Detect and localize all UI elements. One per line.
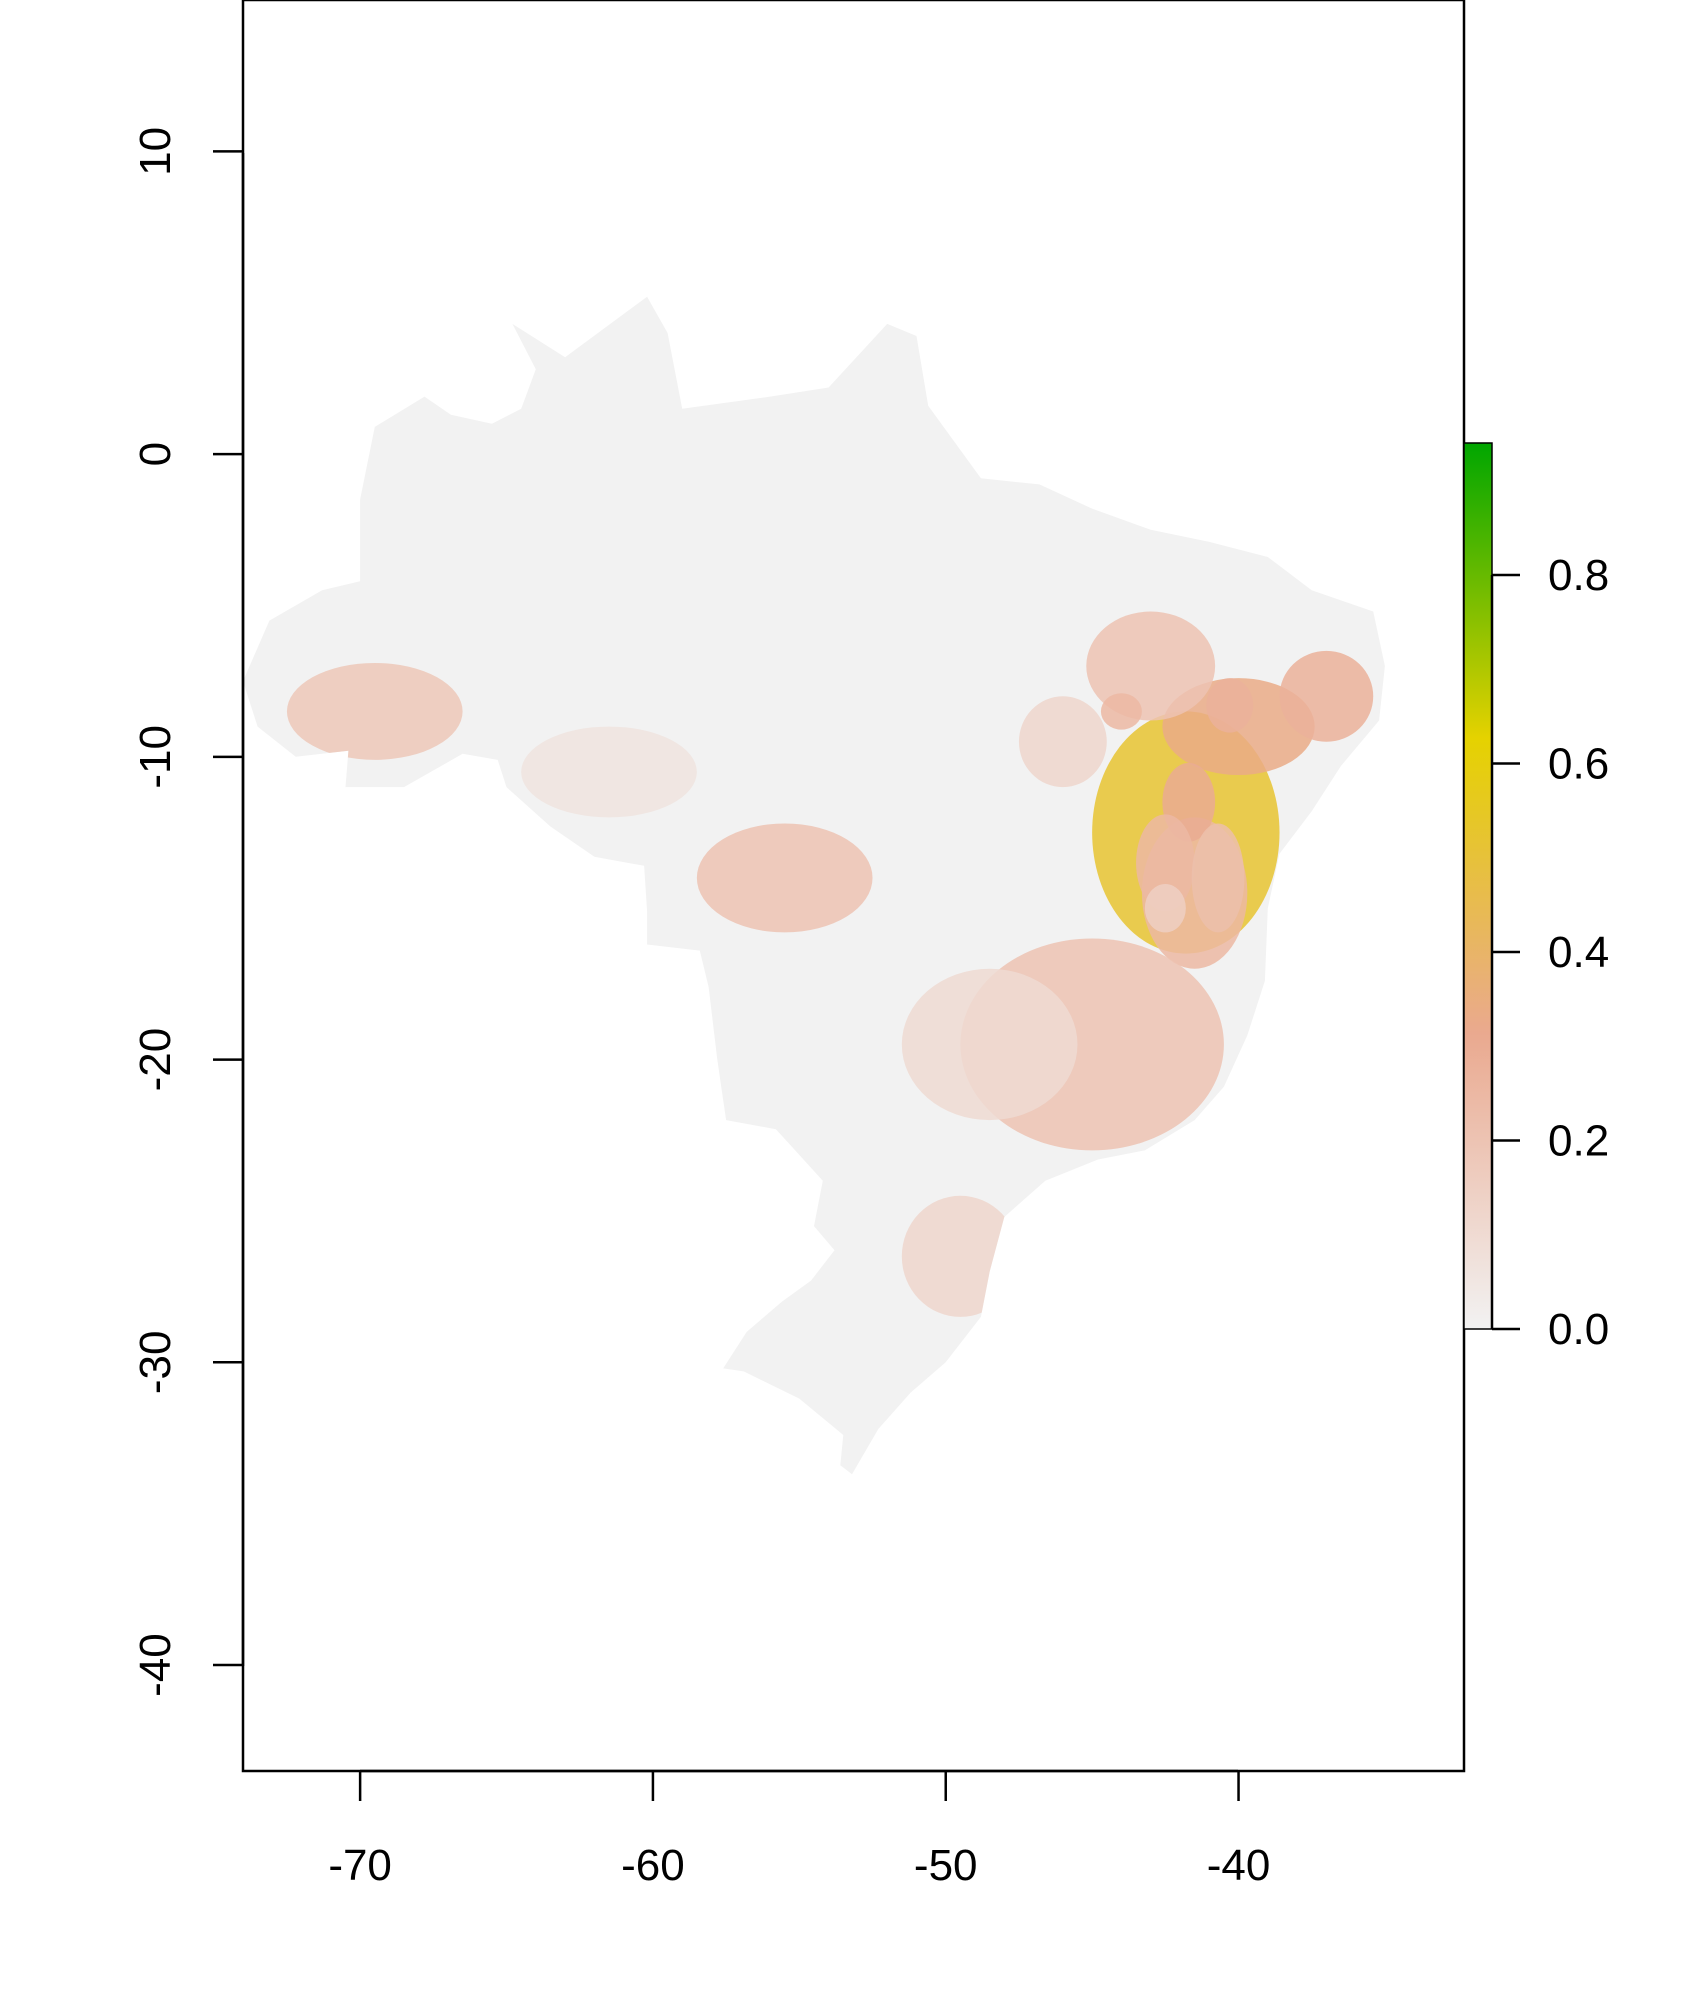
plot-area (241, 0, 1466, 1773)
suitability-hotspot (1136, 814, 1195, 912)
y-tick-label: -10 (131, 725, 180, 789)
y-tick-label: 0 (131, 442, 180, 466)
x-tick-label: -60 (621, 1841, 685, 1890)
colorbar-gradient (1463, 442, 1493, 1330)
suitability-hotspot (696, 823, 873, 933)
suitability-hotspot (1100, 693, 1142, 730)
y-tick-label: -30 (131, 1331, 180, 1395)
suitability-hotspot (1206, 678, 1254, 733)
y-tick-label: -40 (131, 1633, 180, 1697)
suitability-hotspots (286, 611, 1374, 1317)
suitability-hotspot (1279, 650, 1374, 742)
x-tick-label: -70 (328, 1841, 392, 1890)
colorbar-tick-label: 0.4 (1548, 928, 1609, 977)
y-tick-label: -20 (131, 1028, 180, 1092)
colorbar-tick-label: 0.6 (1548, 739, 1609, 788)
colorbar-tick-label: 0.2 (1548, 1116, 1609, 1165)
x-axis: -70 -60 -50 -40 (328, 1769, 1271, 1890)
y-axis: 10 0 -10 -20 -30 -40 (131, 127, 245, 1697)
y-tick-label: 10 (131, 127, 180, 176)
suitability-hotspot (1144, 883, 1186, 933)
suitability-hotspot (286, 662, 463, 760)
suitability-hotspot (1018, 696, 1107, 788)
suitability-hotspot (521, 726, 697, 818)
colorbar-ticks: 0.0 0.2 0.4 0.6 0.8 (1492, 551, 1609, 1354)
suitability-hotspot (1191, 823, 1245, 933)
colorbar-tick-label: 0.0 (1548, 1305, 1609, 1354)
colorbar-legend: 0.0 0.2 0.4 0.6 0.8 (1463, 442, 1609, 1354)
x-tick-label: -50 (914, 1841, 978, 1890)
x-tick-label: -40 (1207, 1841, 1271, 1890)
suitability-hotspot (901, 968, 1078, 1121)
colorbar-tick-label: 0.8 (1548, 551, 1609, 600)
suitability-hotspot (1086, 611, 1216, 721)
